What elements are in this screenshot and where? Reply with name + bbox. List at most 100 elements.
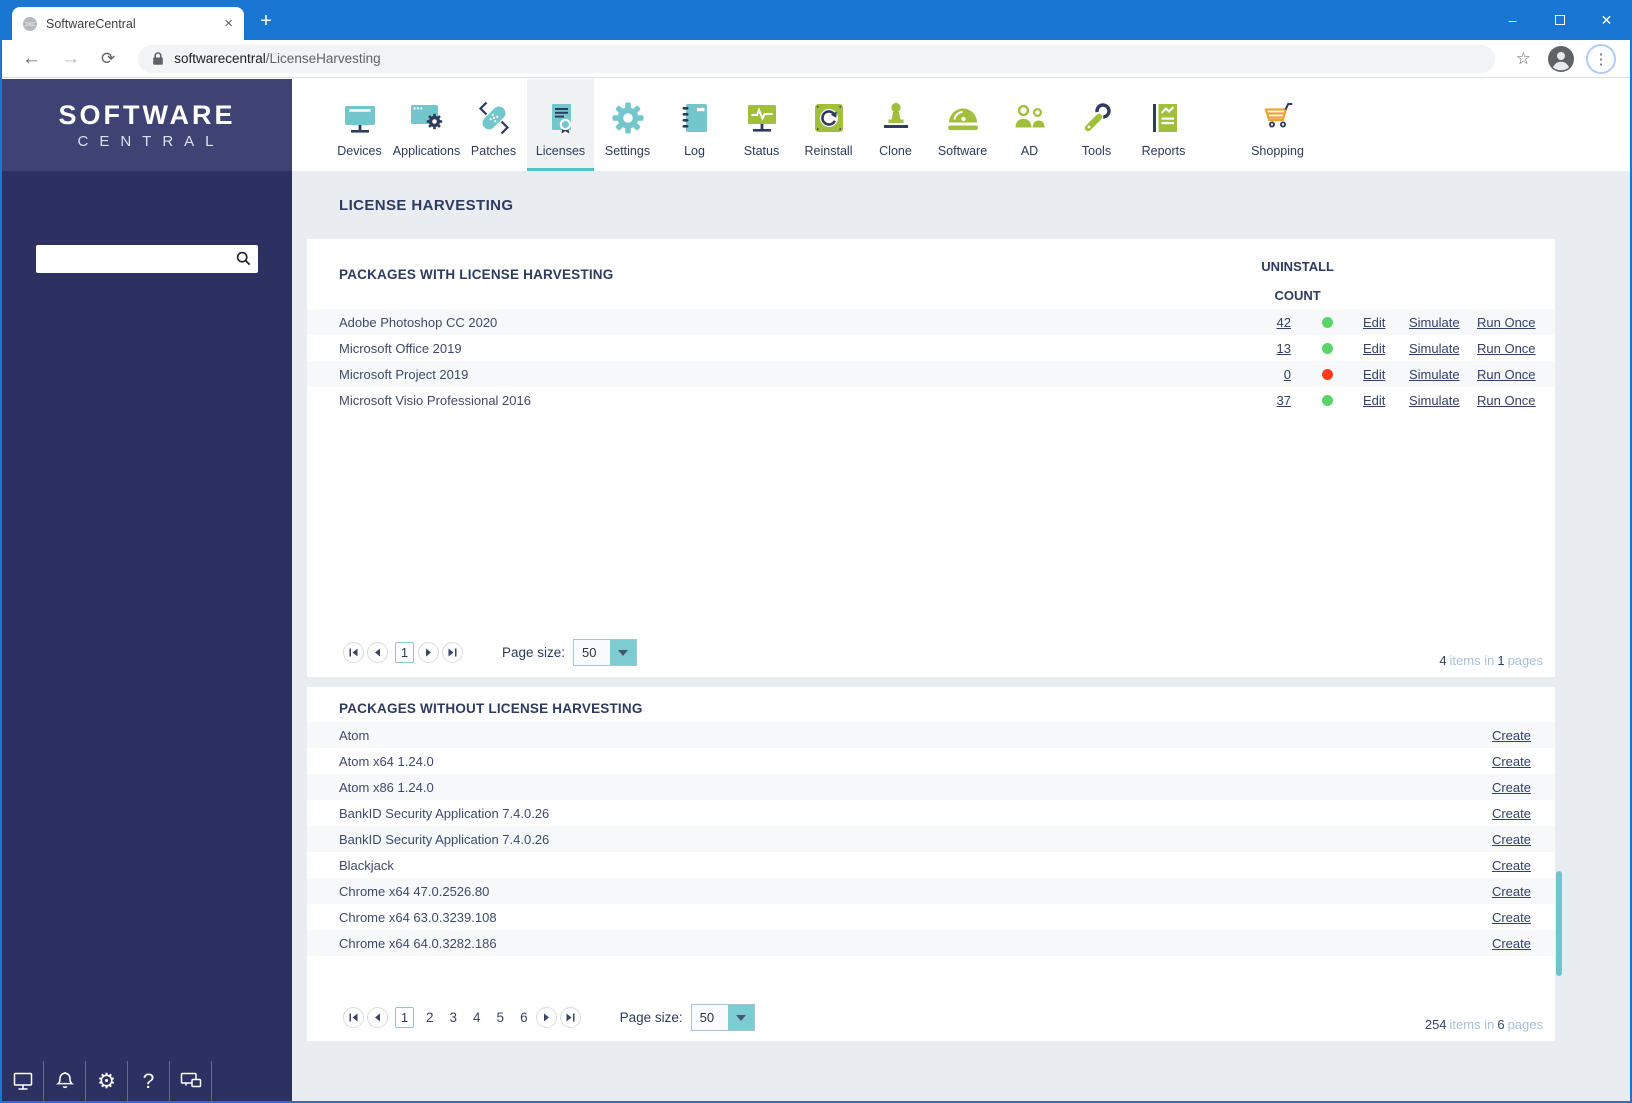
- tab-close-icon[interactable]: ×: [224, 15, 233, 32]
- page-number-link[interactable]: 4: [473, 1010, 481, 1025]
- sidebar-search: [36, 245, 258, 273]
- create-link[interactable]: Create: [1491, 909, 1531, 925]
- last-page-button[interactable]: [442, 642, 463, 663]
- browser-menu-icon[interactable]: ⋮: [1586, 43, 1616, 74]
- create-link[interactable]: Create: [1491, 883, 1531, 899]
- sidebar-gear-icon[interactable]: ⚙: [86, 1061, 128, 1101]
- address-bar[interactable]: softwarecentral/LicenseHarvesting: [138, 44, 1495, 73]
- uninstall-count-link[interactable]: 0: [1283, 366, 1291, 382]
- edit-link[interactable]: Edit: [1363, 314, 1386, 330]
- table-row: Atom x64 1.24.0 Create: [307, 748, 1555, 774]
- sidebar-search-input[interactable]: [36, 245, 258, 273]
- nav-item-patches[interactable]: Patches: [460, 79, 527, 171]
- table-row: Chrome x64 47.0.2526.80 Create: [307, 878, 1555, 904]
- simulate-link[interactable]: Simulate: [1409, 340, 1460, 356]
- run-once-link[interactable]: Run Once: [1477, 392, 1536, 408]
- url-host: softwarecentral: [174, 51, 266, 66]
- prev-page-button[interactable]: [367, 642, 388, 663]
- edit-link[interactable]: Edit: [1363, 366, 1386, 382]
- page-size-label: Page size:: [502, 645, 566, 660]
- bookmark-star-icon[interactable]: ☆: [1515, 48, 1531, 68]
- nav-item-tools[interactable]: Tools: [1063, 79, 1130, 171]
- first-page-button[interactable]: [343, 642, 364, 663]
- prev-page-button[interactable]: [367, 1007, 388, 1028]
- page-number-link[interactable]: 3: [449, 1010, 458, 1025]
- url-path: /LicenseHarvesting: [265, 51, 381, 66]
- chevron-down-icon[interactable]: [610, 640, 637, 665]
- nav-item-ad[interactable]: AD: [996, 79, 1063, 171]
- next-page-button[interactable]: [535, 1007, 557, 1028]
- licenses-icon: [541, 96, 581, 140]
- no-harvesting-table-rows: Atom Create Atom x64 1.24.0 Create Atom …: [307, 722, 1555, 956]
- search-icon[interactable]: [236, 251, 251, 269]
- uninstall-count-link[interactable]: 13: [1276, 340, 1291, 356]
- maximize-button[interactable]: [1536, 0, 1583, 40]
- uninstall-count-link[interactable]: 37: [1276, 392, 1291, 408]
- current-page[interactable]: 1: [395, 642, 414, 663]
- edit-link[interactable]: Edit: [1363, 392, 1386, 408]
- profile-avatar[interactable]: [1548, 45, 1574, 72]
- reload-icon[interactable]: ⟳: [101, 49, 116, 68]
- simulate-link[interactable]: Simulate: [1409, 314, 1460, 330]
- nav-item-settings[interactable]: Settings: [594, 79, 661, 171]
- sidebar-computer-icon[interactable]: [2, 1061, 44, 1101]
- sidebar-remote-session-icon[interactable]: [170, 1061, 212, 1101]
- sidebar-bell-icon[interactable]: [44, 1061, 86, 1101]
- page-size-label: Page size:: [619, 1010, 683, 1025]
- browser-toolbar: ← → ⟳ softwarecentral/LicenseHarvesting …: [2, 40, 1630, 78]
- create-link[interactable]: Create: [1491, 805, 1531, 821]
- table-row: Atom Create: [307, 722, 1555, 748]
- table-row: Chrome x64 63.0.3239.108 Create: [307, 904, 1555, 930]
- page-size-select[interactable]: 50: [690, 1004, 755, 1031]
- create-link[interactable]: Create: [1491, 857, 1531, 873]
- nav-item-shopping[interactable]: Shopping: [1244, 79, 1311, 171]
- create-link[interactable]: Create: [1491, 831, 1531, 847]
- minimize-button[interactable]: –: [1508, 12, 1517, 28]
- close-button[interactable]: ✕: [1600, 11, 1613, 28]
- tools-wrench-icon: [1077, 96, 1117, 140]
- sidebar-help-icon[interactable]: ?: [128, 1061, 170, 1101]
- page-number-link[interactable]: 6: [520, 1010, 528, 1025]
- package-name: Blackjack: [339, 857, 394, 873]
- next-page-button[interactable]: [418, 642, 439, 663]
- run-once-link[interactable]: Run Once: [1477, 366, 1536, 382]
- settings-icon: [608, 96, 648, 140]
- tab-title: SoftwareCentral: [46, 16, 136, 31]
- current-page[interactable]: 1: [395, 1007, 414, 1028]
- lock-icon: [153, 52, 164, 65]
- nav-item-software[interactable]: Software: [929, 79, 996, 171]
- table-row: Blackjack Create: [307, 852, 1555, 878]
- nav-item-log[interactable]: Log: [661, 79, 728, 171]
- browser-tab[interactable]: SoftwareCentral ×: [12, 7, 244, 40]
- first-page-button[interactable]: [343, 1007, 364, 1028]
- edit-link[interactable]: Edit: [1363, 340, 1386, 356]
- create-link[interactable]: Create: [1491, 779, 1531, 795]
- run-once-link[interactable]: Run Once: [1477, 314, 1536, 330]
- create-link[interactable]: Create: [1491, 727, 1531, 743]
- nav-item-clone[interactable]: Clone: [862, 79, 929, 171]
- page-number-link[interactable]: 2: [426, 1010, 434, 1025]
- forward-icon[interactable]: →: [61, 48, 80, 69]
- run-once-link[interactable]: Run Once: [1477, 340, 1536, 356]
- nav-item-applications[interactable]: Applications: [393, 79, 460, 171]
- simulate-link[interactable]: Simulate: [1409, 366, 1460, 382]
- table-row: Microsoft Visio Professional 2016 37 Edi…: [307, 387, 1555, 413]
- logo-line-2: CENTRAL: [77, 133, 225, 150]
- page-number-link[interactable]: 5: [496, 1010, 505, 1025]
- create-link[interactable]: Create: [1491, 935, 1531, 951]
- nav-item-devices[interactable]: Devices: [326, 79, 393, 171]
- simulate-link[interactable]: Simulate: [1409, 392, 1460, 408]
- create-link[interactable]: Create: [1491, 753, 1531, 769]
- nav-item-reports[interactable]: Reports: [1130, 79, 1197, 171]
- nav-item-licenses[interactable]: Licenses: [527, 79, 594, 171]
- back-icon[interactable]: ←: [22, 48, 41, 69]
- scrollbar-thumb[interactable]: [1556, 871, 1562, 976]
- sidebar-footer: ⚙ ?: [2, 1061, 212, 1101]
- nav-item-reinstall[interactable]: Reinstall: [795, 79, 862, 171]
- new-tab-button[interactable]: +: [260, 9, 272, 32]
- page-size-select[interactable]: 50: [573, 639, 638, 666]
- uninstall-count-link[interactable]: 42: [1276, 314, 1291, 330]
- last-page-button[interactable]: [559, 1007, 581, 1028]
- nav-item-status[interactable]: Status: [728, 79, 795, 171]
- chevron-down-icon[interactable]: [727, 1005, 754, 1030]
